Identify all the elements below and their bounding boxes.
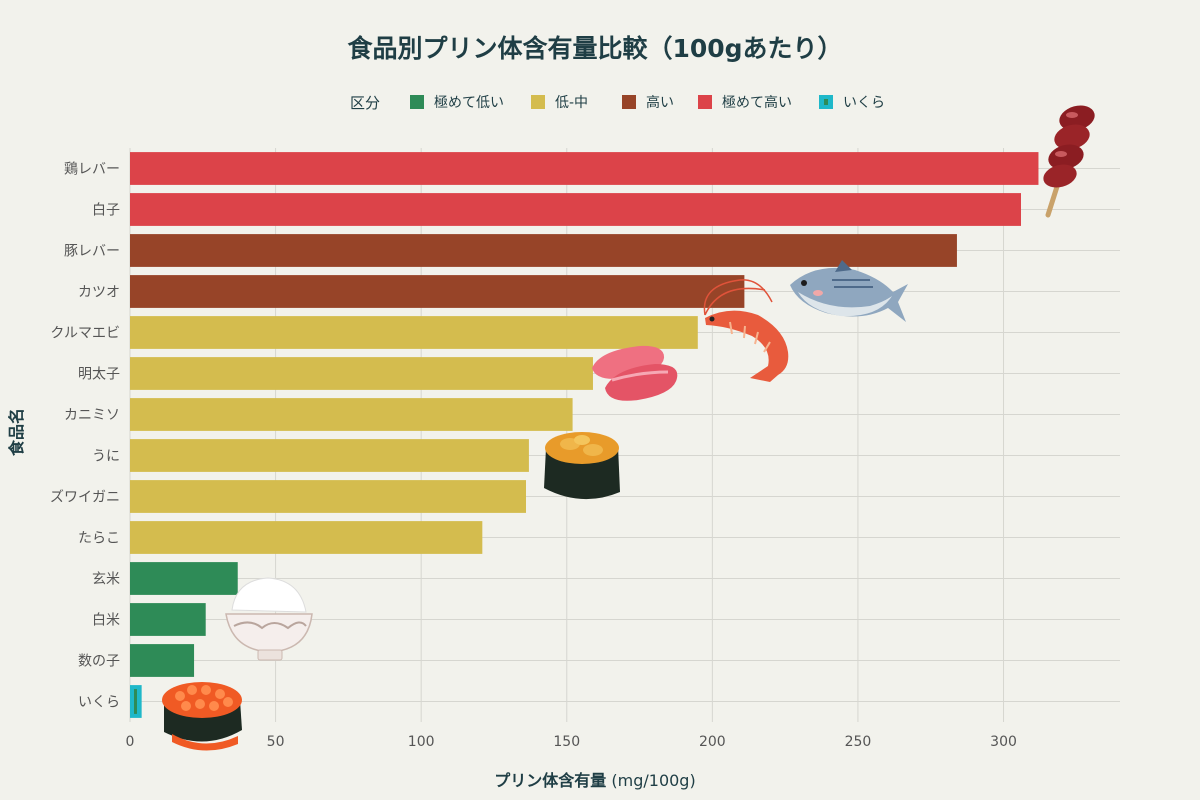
mentaiko-icon [592, 345, 678, 401]
bar [130, 521, 483, 554]
ikura-sushi-icon [162, 682, 242, 751]
x-tick-label: 300 [990, 734, 1017, 750]
category-label: カツオ [78, 285, 120, 301]
shrimp-icon [703, 279, 789, 382]
bonito-icon [790, 260, 908, 322]
yakitori-liver-icon [1043, 105, 1095, 218]
x-axis-title-unit: (mg/100g) [606, 771, 695, 790]
bar [130, 644, 195, 677]
bar [130, 398, 573, 431]
category-label: カニミソ [64, 408, 120, 424]
rice-bowl-icon [225, 577, 313, 661]
legend-swatch [410, 95, 424, 109]
legend-swatch [622, 95, 636, 109]
category-label: ズワイガニ [50, 490, 120, 506]
category-label: 白米 [92, 613, 120, 629]
chart-title: 食品別プリン体含有量比較（100gあたり） [347, 34, 842, 63]
legend: 区分 極めて低い 低-中 高い 極めて高い いくら [350, 94, 885, 112]
category-labels: 鶏レバー白子豚レバーカツオクルマエビ明太子カニミソうにズワイガニたらこ玄米白米数… [50, 162, 120, 711]
category-label: 豚レバー [64, 244, 120, 260]
category-label: 鶏レバー [64, 162, 120, 178]
legend-swatch [531, 95, 545, 109]
x-tick-label: 200 [699, 734, 726, 750]
y-axis-title: 食品名 [7, 408, 26, 457]
x-tick-label: 250 [845, 734, 872, 750]
uni-sushi-icon [544, 432, 620, 500]
bar [130, 439, 529, 472]
x-tick-label: 100 [408, 734, 435, 750]
category-label: クルマエビ [50, 326, 120, 342]
bar [130, 193, 1021, 226]
x-axis-title: プリン体含有量 (mg/100g) [494, 771, 695, 790]
bar [130, 234, 957, 267]
bar [130, 603, 206, 636]
bar [130, 275, 745, 308]
category-label: うに [92, 449, 120, 465]
x-axis-title-main: プリン体含有量 [494, 771, 606, 790]
legend-title: 区分 [350, 94, 380, 112]
x-tick-label: 0 [126, 734, 135, 750]
bar [130, 357, 593, 390]
category-label: たらこ [78, 531, 120, 547]
bar [130, 152, 1039, 185]
bar-inner-mark [134, 689, 137, 714]
bar [130, 480, 526, 513]
legend-label: 極めて低い [434, 95, 504, 111]
category-label: 数の子 [78, 654, 120, 670]
x-tick-label: 150 [553, 734, 580, 750]
bar [130, 562, 238, 595]
x-tick-label: 50 [267, 734, 285, 750]
legend-swatch [698, 95, 712, 109]
category-label: 玄米 [92, 571, 120, 588]
bars [130, 152, 1039, 718]
x-tick-labels: 0 50 100 150 200 250 300 [126, 734, 1017, 750]
legend-label: いくら [843, 95, 885, 111]
bar [130, 316, 698, 349]
legend-label: 極めて高い [722, 94, 792, 111]
legend-label: 高い [646, 94, 674, 111]
legend-swatch-mark [824, 99, 828, 105]
category-label: いくら [78, 695, 120, 711]
category-label: 明太子 [78, 367, 120, 383]
category-label: 白子 [92, 203, 120, 219]
legend-label: 低-中 [555, 95, 588, 111]
